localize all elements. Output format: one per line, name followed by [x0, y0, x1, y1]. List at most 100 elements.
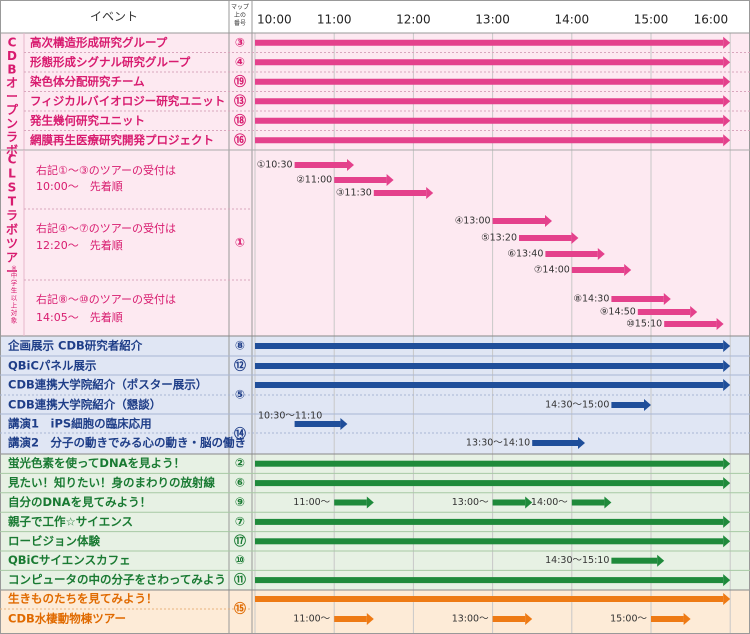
green-event-label: QBiCサイエンスカフェ: [8, 553, 131, 567]
arrow-shaft: [571, 499, 605, 506]
clst-tour-arrow: [519, 232, 579, 244]
title-char: オ: [6, 76, 18, 90]
green-event-label: 見たい！知りたい！身のまわりの放射線: [7, 476, 215, 490]
arrow-shaft: [255, 538, 724, 545]
blue-event-label: CDB連携大学院紹介（懇談）: [8, 398, 161, 412]
arrow-head: [723, 114, 731, 127]
time-label-1200: 12:00: [396, 13, 431, 27]
arrow-head: [723, 457, 731, 470]
arrow-head: [663, 293, 671, 305]
title-char: T: [8, 195, 17, 209]
arrow-head: [723, 134, 731, 147]
cdb-event-label: 染色体分配研究チーム: [29, 74, 145, 88]
orange-bar-tour2: [492, 613, 533, 625]
blue-bar-panel: [255, 360, 731, 372]
dna-time-label: 14:00〜: [531, 497, 568, 508]
arrow-shaft: [255, 343, 724, 349]
arrow-shaft: [611, 557, 658, 564]
arrow-shaft: [611, 402, 644, 408]
arrow-shaft: [255, 577, 724, 584]
arrow-shaft: [492, 616, 526, 622]
note-char: 以: [11, 294, 18, 302]
map-number: ⑧: [235, 339, 245, 353]
arrow-head: [525, 496, 533, 509]
green-bar-full: [255, 535, 731, 548]
header-event-label: イベント: [90, 10, 138, 24]
arrow-shaft: [664, 321, 717, 327]
green-event-label: 蛍光色素を使ってDNAを見よう！: [8, 456, 185, 470]
arrow-shaft: [334, 499, 367, 506]
arrow-head: [723, 36, 731, 49]
clst-tour-label: ⑨14:50: [600, 307, 636, 318]
note-char: 象: [11, 316, 18, 325]
map-number: ⑥: [235, 476, 245, 490]
title-char: ボ: [6, 222, 18, 237]
note-char: ※: [11, 264, 16, 272]
aqua-tour-time-label: 15:00〜: [610, 614, 647, 625]
arrow-head: [723, 477, 731, 490]
arrow-head: [604, 496, 612, 509]
arrow-shaft: [255, 460, 724, 467]
arrow-shaft: [492, 218, 545, 224]
arrow-shaft: [611, 296, 664, 302]
clst-tour-label: ⑤13:20: [481, 233, 517, 244]
blue-event-label: 講演2 分子の動きでみる心の動き・脳の働き: [8, 436, 246, 450]
map-number: ⑱: [234, 112, 246, 127]
title-char: ラ: [6, 209, 18, 223]
arrow-head: [578, 437, 585, 449]
cdb-event-label: 発生幾何研究ユニット: [29, 113, 145, 127]
orange-bar-full: [255, 593, 731, 605]
map-number: ⑨: [235, 495, 245, 509]
clst-map-number: ①: [235, 236, 245, 250]
blue-event-label: CDB連携大学院紹介（ポスター展示）: [8, 378, 207, 392]
orange-bar-tour3: [651, 613, 691, 625]
arrow-shaft: [637, 309, 691, 315]
map-number: ⑯: [234, 132, 246, 147]
green-bar-full: [255, 574, 731, 587]
time-label-1300: 13:00: [475, 13, 510, 27]
arrow-shaft: [294, 162, 347, 168]
arrow-head: [597, 248, 605, 260]
arrow-shaft: [519, 235, 572, 241]
blue-event-label: 企画展示 CDB研究者紹介: [7, 339, 143, 353]
map-number: ③: [235, 35, 245, 49]
arrow-head: [571, 232, 579, 244]
arrow-shaft: [255, 137, 724, 144]
green-event-label: 親子で工作☆サイエンス: [8, 514, 133, 528]
arrow-head: [657, 554, 665, 567]
title-char: L: [8, 167, 16, 181]
title-char: ー: [6, 90, 18, 104]
green-event-label: コンピュータの中の分子をさわってみよう: [8, 573, 226, 587]
map-number: ⑫: [234, 358, 246, 373]
arrow-shaft: [373, 190, 427, 196]
cdb-event-label: 網膜再生医療研究開発プロジェクト: [30, 133, 214, 147]
note-char: 学: [11, 278, 18, 287]
clst-tour-arrow: [664, 318, 724, 330]
title-char: ラ: [6, 130, 18, 144]
map-number: ⑦: [235, 514, 245, 528]
clst-tour-arrow: [545, 248, 605, 260]
arrow-head: [683, 613, 691, 625]
time-label-1500: 15:00: [634, 13, 669, 27]
blue-bar-poster: [255, 379, 731, 391]
arrow-head: [366, 613, 374, 625]
orange-event-label: CDB水棲動物棟ツアー: [8, 612, 126, 626]
title-char: C: [8, 36, 17, 50]
arrow-shaft: [334, 177, 387, 183]
clst-group-line2: 12:20〜 先着順: [36, 238, 123, 252]
arrow-head: [723, 56, 731, 69]
cdb-event-label: 高次構造形成研究グループ: [30, 35, 168, 49]
map-number: ⑭: [234, 426, 246, 441]
arrow-shaft: [255, 480, 724, 487]
green-event-label: ロービジョン体験: [8, 534, 100, 548]
map-number: ⑲: [234, 73, 246, 88]
note-char: 生: [11, 286, 18, 295]
map-label-line3: 番号: [234, 20, 246, 27]
time-label-1000: 10:00: [257, 13, 292, 27]
orange-map-number: ⑮: [234, 601, 246, 616]
blue-bar-lecture1: [294, 418, 348, 430]
title-char: D: [7, 49, 17, 63]
